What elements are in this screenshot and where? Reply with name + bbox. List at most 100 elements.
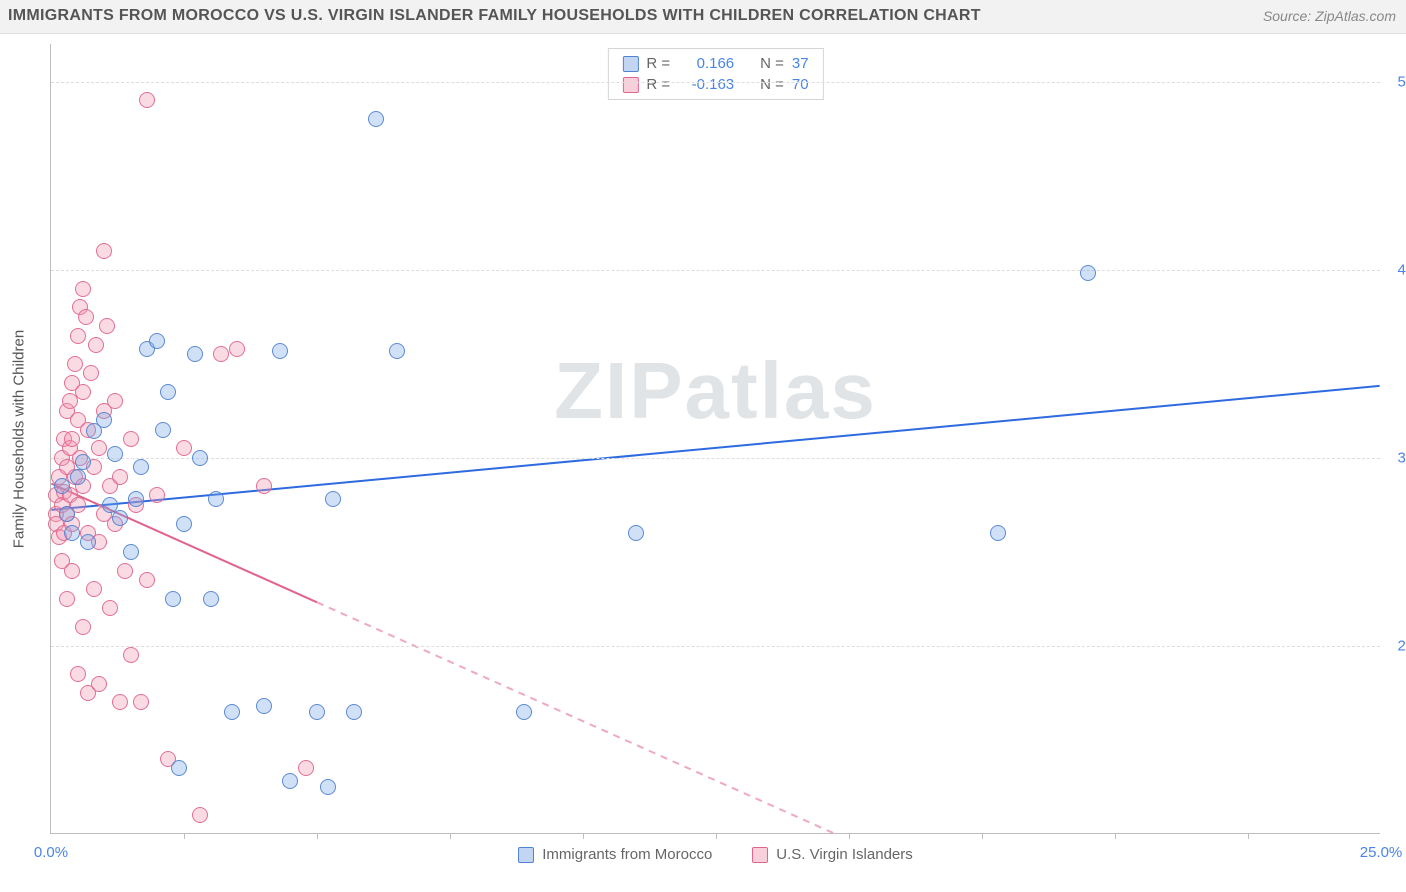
point-usvi <box>99 318 115 334</box>
point-usvi <box>86 581 102 597</box>
point-usvi <box>64 431 80 447</box>
gridline-h <box>51 270 1380 271</box>
point-morocco <box>192 450 208 466</box>
point-usvi <box>59 591 75 607</box>
point-morocco <box>176 516 192 532</box>
x-tick <box>583 833 584 839</box>
y-tick-label: 20.0% <box>1385 637 1406 654</box>
chart-title: IMMIGRANTS FROM MOROCCO VS U.S. VIRGIN I… <box>8 7 981 25</box>
source-label: Source: ZipAtlas.com <box>1263 8 1396 24</box>
x-tick <box>184 833 185 839</box>
trend-svg <box>51 44 1380 833</box>
point-morocco <box>208 491 224 507</box>
point-morocco <box>187 346 203 362</box>
point-morocco <box>320 779 336 795</box>
point-usvi <box>75 384 91 400</box>
point-usvi <box>192 807 208 823</box>
title-bar: IMMIGRANTS FROM MOROCCO VS U.S. VIRGIN I… <box>0 0 1406 34</box>
point-morocco <box>112 510 128 526</box>
point-usvi <box>70 666 86 682</box>
stat-R-value-usvi: -0.163 <box>678 74 734 95</box>
stat-N-label: N = <box>760 74 784 95</box>
chart-container: IMMIGRANTS FROM MOROCCO VS U.S. VIRGIN I… <box>0 0 1406 892</box>
point-usvi <box>91 676 107 692</box>
y-tick-label: 30.0% <box>1385 449 1406 466</box>
point-usvi <box>149 487 165 503</box>
x-tick-label: 25.0% <box>1360 844 1403 861</box>
point-morocco <box>282 773 298 789</box>
point-usvi <box>102 600 118 616</box>
legend-item-morocco: Immigrants from Morocco <box>518 846 712 863</box>
plot-area: ZIPatlas Family Households with Children… <box>50 44 1380 834</box>
stat-N-label: N = <box>760 53 784 74</box>
stat-legend-row-usvi: R =-0.163N =70 <box>622 74 808 95</box>
point-usvi <box>75 281 91 297</box>
point-usvi <box>229 341 245 357</box>
x-tick <box>716 833 717 839</box>
legend-swatch-usvi <box>622 77 638 93</box>
point-usvi <box>96 243 112 259</box>
point-morocco <box>325 491 341 507</box>
point-usvi <box>112 469 128 485</box>
point-morocco <box>107 446 123 462</box>
y-axis-label: Family Households with Children <box>11 329 28 547</box>
point-morocco <box>160 384 176 400</box>
point-usvi <box>70 328 86 344</box>
trendline-morocco <box>51 386 1379 510</box>
point-morocco <box>256 698 272 714</box>
point-morocco <box>54 478 70 494</box>
point-morocco <box>70 469 86 485</box>
legend-swatch-morocco-bottom <box>518 847 534 863</box>
stat-N-value-usvi: 70 <box>792 74 809 95</box>
point-usvi <box>78 309 94 325</box>
stat-N-value-morocco: 37 <box>792 53 809 74</box>
x-tick <box>317 833 318 839</box>
point-usvi <box>133 694 149 710</box>
series-legend: Immigrants from Morocco U.S. Virgin Islan… <box>51 846 1380 863</box>
legend-swatch-usvi-bottom <box>752 847 768 863</box>
x-tick-label: 0.0% <box>34 844 68 861</box>
point-morocco <box>80 534 96 550</box>
point-morocco <box>171 760 187 776</box>
point-usvi <box>298 760 314 776</box>
trendline-dashed-usvi <box>317 602 1380 833</box>
legend-label-morocco: Immigrants from Morocco <box>542 846 712 863</box>
x-tick <box>450 833 451 839</box>
point-usvi <box>139 92 155 108</box>
point-usvi <box>75 619 91 635</box>
legend-swatch-morocco <box>622 56 638 72</box>
gridline-h <box>51 458 1380 459</box>
point-morocco <box>272 343 288 359</box>
y-tick-label: 50.0% <box>1385 73 1406 90</box>
x-tick <box>982 833 983 839</box>
point-morocco <box>224 704 240 720</box>
point-usvi <box>91 440 107 456</box>
point-morocco <box>990 525 1006 541</box>
point-morocco <box>628 525 644 541</box>
x-tick <box>1248 833 1249 839</box>
point-usvi <box>123 647 139 663</box>
x-tick <box>1115 833 1116 839</box>
point-usvi <box>83 365 99 381</box>
point-morocco <box>155 422 171 438</box>
point-morocco <box>75 454 91 470</box>
point-morocco <box>516 704 532 720</box>
point-morocco <box>123 544 139 560</box>
point-usvi <box>123 431 139 447</box>
point-morocco <box>96 412 112 428</box>
point-usvi <box>256 478 272 494</box>
stat-R-value-morocco: 0.166 <box>678 53 734 74</box>
legend-label-usvi: U.S. Virgin Islanders <box>776 846 912 863</box>
point-morocco <box>309 704 325 720</box>
point-morocco <box>149 333 165 349</box>
gridline-h <box>51 646 1380 647</box>
legend-item-usvi: U.S. Virgin Islanders <box>752 846 912 863</box>
point-usvi <box>213 346 229 362</box>
y-tick-label: 40.0% <box>1385 261 1406 278</box>
stat-legend: R =0.166N =37R =-0.163N =70 <box>607 48 823 100</box>
point-usvi <box>67 356 83 372</box>
point-usvi <box>176 440 192 456</box>
point-morocco <box>346 704 362 720</box>
point-usvi <box>88 337 104 353</box>
point-morocco <box>1080 265 1096 281</box>
